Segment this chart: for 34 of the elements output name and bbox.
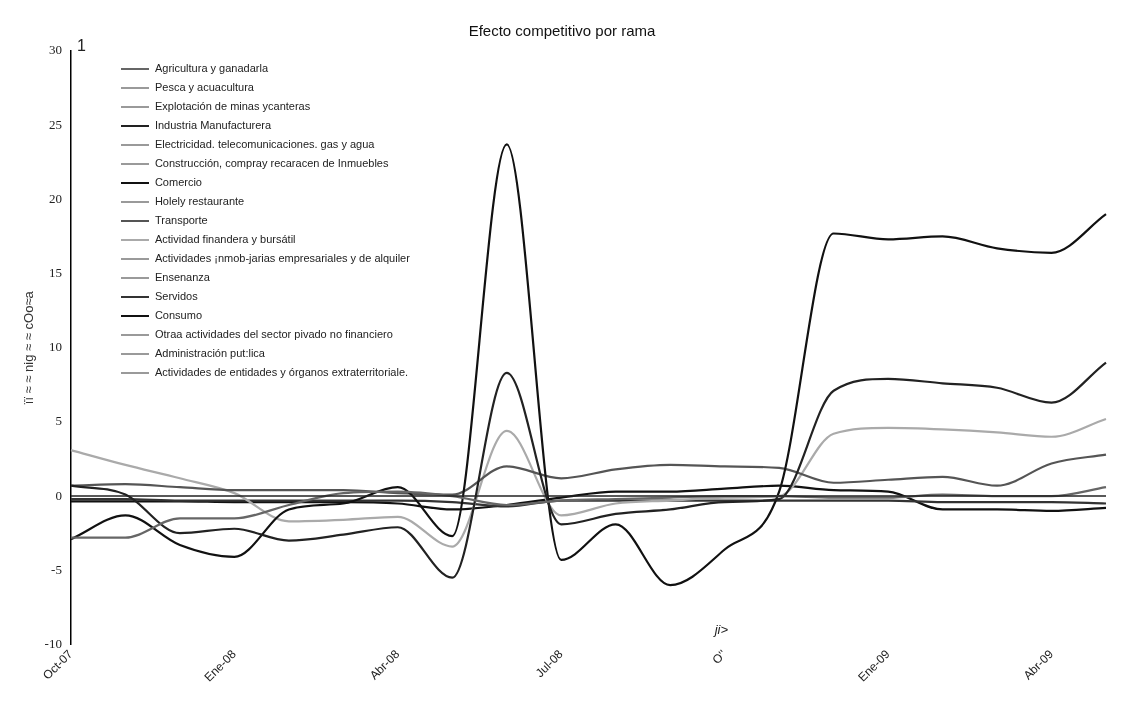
- legend-label: Electricidad. telecomunicaciones. gas y agua: [154, 137, 375, 152]
- y-tick-label: -5: [51, 561, 62, 577]
- legend-label: Consumo: [154, 308, 202, 323]
- y-tick-label: 15: [48, 264, 62, 280]
- y-axis-title: ïï ≈ ≈ nig ≈ ≈ cOo≈a: [21, 290, 37, 405]
- annotation: 1: [76, 37, 86, 55]
- y-tick-label: 30: [48, 42, 62, 58]
- legend-label: Actividad finandera y bursátil: [154, 232, 296, 247]
- y-tick-label: -10: [44, 635, 62, 651]
- legend-label: Ensenanza: [154, 270, 210, 285]
- legend-label: Pesca y acuacultura: [154, 80, 254, 95]
- y-tick-label: 0: [55, 487, 62, 503]
- legend-label: Holely restaurante: [154, 194, 245, 209]
- y-tick-label: 5: [55, 413, 62, 429]
- line-series: [69, 417, 1108, 548]
- legend-label: Actividades ¡nmob-jarias empresariales y de alquiler: [154, 251, 410, 266]
- legend-label: Explotación de minas ycanteras: [154, 99, 311, 114]
- x-tick-label: O'': [709, 647, 730, 667]
- y-tick-label: 20: [48, 190, 62, 206]
- legend-label: Administración put:lica: [154, 346, 265, 361]
- legend-label: Servidos: [154, 289, 198, 304]
- legend-label: Actividades de entidades y órganos extraterritoriale.: [154, 365, 409, 380]
- line-series: [69, 497, 1108, 508]
- legend-label: Industria Manufacturera: [154, 118, 272, 133]
- legend-label: Otraa actividades del sector pivado no financiero: [154, 327, 393, 342]
- legend-label: Construcción, compray recaracen de Inmuebles: [154, 156, 389, 171]
- annotation: ji>: [714, 622, 729, 638]
- line-series: [69, 361, 1108, 579]
- legend-label: Agricultura y ganadarla: [154, 61, 269, 76]
- y-tick-label: 25: [48, 116, 62, 132]
- legend-label: Comercio: [154, 175, 202, 190]
- legend-label: Transporte: [154, 213, 208, 228]
- y-tick-label: 10: [48, 339, 62, 355]
- chart-title: Efecto competitivo por rama: [468, 22, 657, 40]
